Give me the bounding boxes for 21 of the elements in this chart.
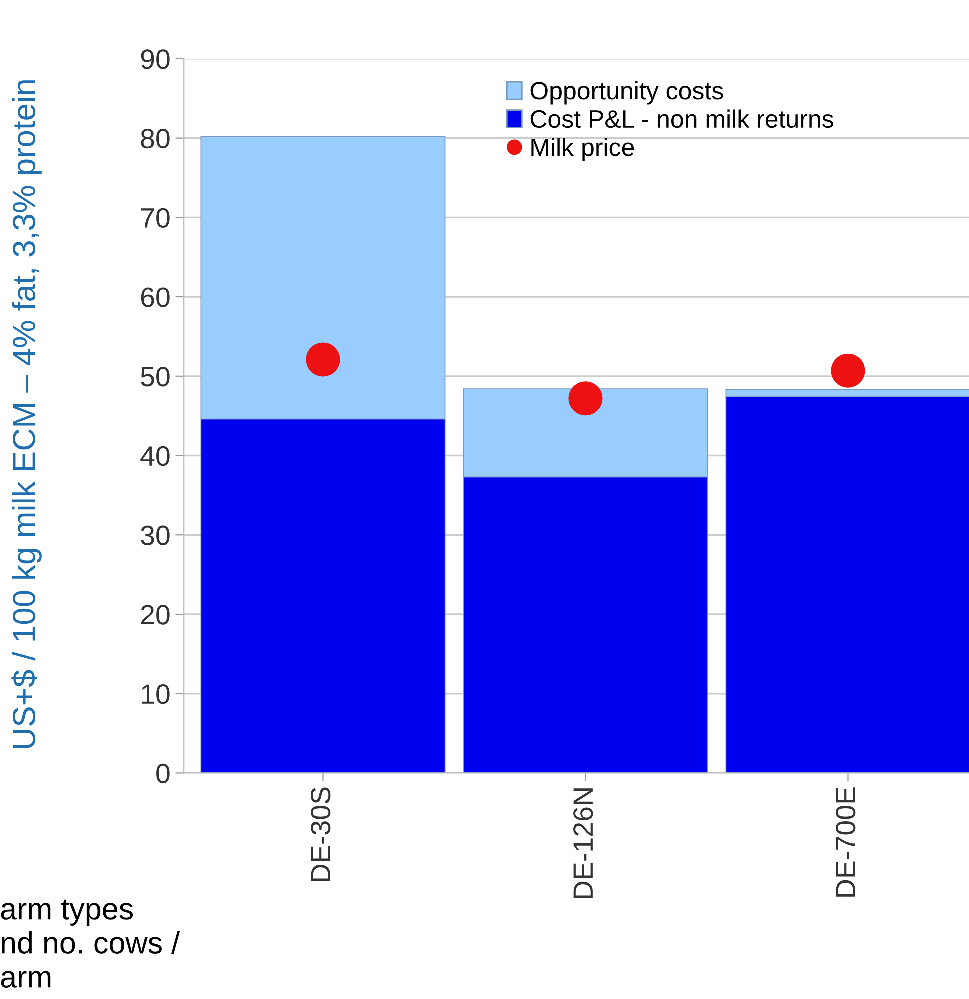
- legend-label: Opportunity costs: [530, 81, 724, 105]
- y-tick-label: 80: [141, 128, 170, 149]
- point: [568, 382, 603, 416]
- point: [306, 342, 340, 377]
- text: arm types nd no. cows / arm: [1, 900, 180, 988]
- y-tick-label: 70: [141, 208, 170, 228]
- legend-label: Cost P&L - non milk returns: [530, 110, 834, 128]
- y-tick-label: 10: [142, 684, 170, 704]
- y-axis-title: US+$ / 100 kg milk ECM – 4% fat, 3,3% protein: [12, 80, 42, 748]
- y-tick-label: 40: [140, 446, 170, 466]
- x-tick-label: DE-30S: [311, 788, 331, 882]
- y-tick-label: 30: [141, 526, 170, 546]
- y-tick-label: 0: [156, 764, 170, 784]
- y-tick-label: 60: [141, 288, 170, 308]
- x-tick-label: DE-126N: [574, 788, 594, 898]
- y-tick-label: 90: [141, 50, 170, 70]
- y-tick-label: 50: [141, 367, 170, 387]
- point: [831, 354, 866, 388]
- legend-label: Milk price: [532, 138, 634, 162]
- y-tick-label: 20: [141, 605, 170, 625]
- x-tick-label: DE-700E: [836, 788, 856, 897]
